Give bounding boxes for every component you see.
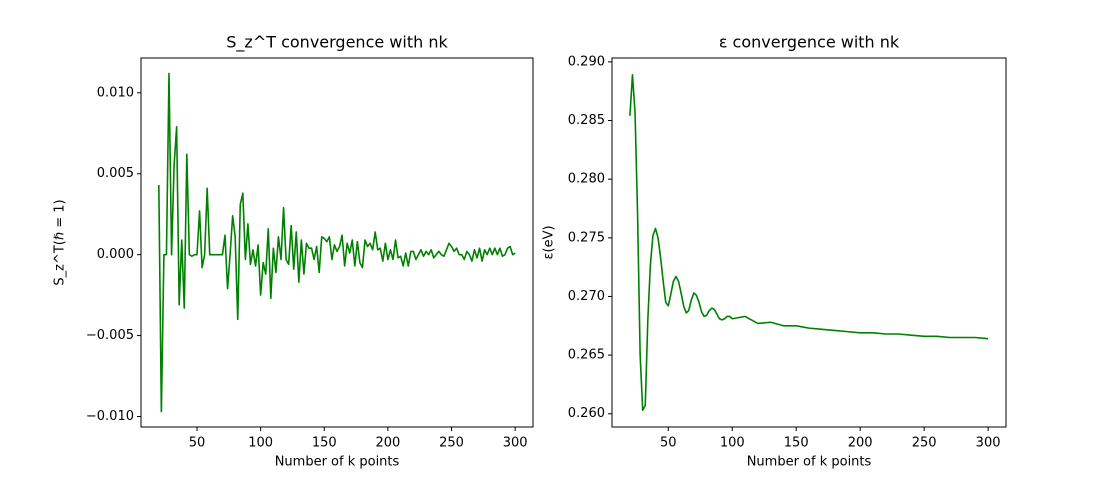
y-tick-label: 0.280 xyxy=(568,172,605,187)
y-tick-label: 0.260 xyxy=(568,406,605,421)
x-tick-label: 150 xyxy=(312,436,337,451)
axes-frame xyxy=(611,57,1007,428)
y-tick-label: 0.265 xyxy=(568,348,605,363)
x-tick-label: 100 xyxy=(720,436,745,451)
y-tick-label: −0.010 xyxy=(86,409,134,424)
y-tick-label: 0.290 xyxy=(568,54,605,69)
y-tick-label: 0.285 xyxy=(568,113,605,128)
y-tick-label: 0.005 xyxy=(97,166,134,181)
y-tick-label: 0.010 xyxy=(97,85,134,100)
data-line xyxy=(629,73,989,412)
x-tick-label: 50 xyxy=(660,436,677,451)
chart-title: ε convergence with nk xyxy=(719,33,900,52)
x-tick-label: 300 xyxy=(976,436,1001,451)
data-line xyxy=(158,72,516,413)
x-tick-label: 200 xyxy=(375,436,400,451)
x-tick-label: 300 xyxy=(503,436,528,451)
x-axis-label: Number of k points xyxy=(275,455,400,470)
x-tick-label: 250 xyxy=(439,436,464,451)
y-axis-label: ε(eV) xyxy=(542,225,557,259)
x-tick-label: 200 xyxy=(848,436,873,451)
chart-title: S_z^T convergence with nk xyxy=(226,33,448,53)
y-tick-label: 0.275 xyxy=(568,230,605,245)
x-tick-label: 250 xyxy=(912,436,937,451)
x-tick-label: 150 xyxy=(784,436,809,451)
x-tick-label: 50 xyxy=(189,436,206,451)
x-axis-label: Number of k points xyxy=(747,455,872,470)
y-tick-label: 0.000 xyxy=(97,247,134,262)
y-tick-label: −0.005 xyxy=(86,328,134,343)
x-tick-label: 100 xyxy=(248,436,273,451)
y-axis-label: S_z^T(ℏ = 1) xyxy=(53,199,68,285)
y-tick-label: 0.270 xyxy=(568,289,605,304)
axes-frame xyxy=(140,57,534,428)
